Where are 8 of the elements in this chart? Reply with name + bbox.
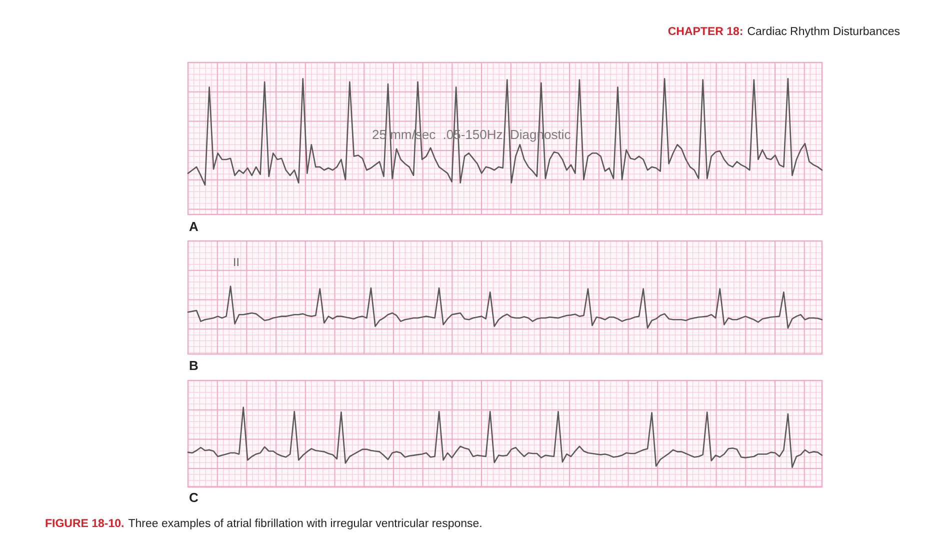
text: CHAPTER 18: xyxy=(668,26,744,38)
text: B xyxy=(189,358,198,373)
text: Three examples of atrial fibrillation with irregular ventricular response. xyxy=(128,518,482,530)
text: C xyxy=(189,490,199,505)
caption: FIGURE 18-10. xyxy=(45,518,124,530)
text: A xyxy=(189,219,199,234)
text: II xyxy=(233,257,240,269)
text: Cardiac Rhythm Disturbances xyxy=(747,26,900,38)
